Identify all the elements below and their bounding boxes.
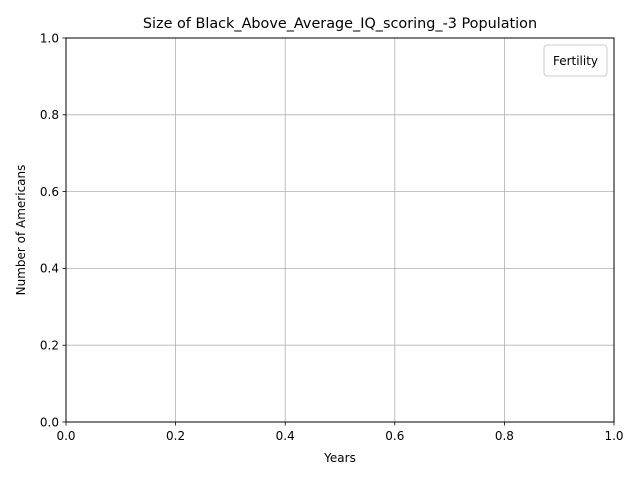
x-tick-label: 0.8 xyxy=(495,429,514,443)
y-tick-label: 0.2 xyxy=(40,339,59,353)
plot-frame xyxy=(65,37,615,423)
x-tick-label: 0.0 xyxy=(56,429,75,443)
y-tick-label: 0.6 xyxy=(40,185,59,199)
y-axis-title: Number of Americans xyxy=(14,165,28,296)
legend-title: Fertility xyxy=(553,54,598,68)
x-axis: 0.0 0.2 0.4 0.6 0.8 1.0 xyxy=(56,422,624,443)
legend-box xyxy=(543,44,608,77)
chart-title: Size of Black_Above_Average_IQ_scoring_-… xyxy=(143,16,537,32)
x-tick-label: 0.2 xyxy=(166,429,185,443)
y-axis: 0.0 0.2 0.4 0.6 0.8 1.0 xyxy=(40,31,66,429)
x-axis-title: Years xyxy=(323,451,356,465)
x-tick-label: 0.6 xyxy=(385,429,404,443)
y-tick-label: 0.8 xyxy=(40,108,59,122)
x-tick-label: 0.4 xyxy=(276,429,295,443)
y-tick-label: 0.0 xyxy=(40,415,59,429)
grid xyxy=(65,37,615,423)
x-tick-label: 1.0 xyxy=(604,429,623,443)
y-tick-label: 0.4 xyxy=(40,262,59,276)
legend: Fertility xyxy=(543,44,608,77)
y-tick-label: 1.0 xyxy=(40,31,59,45)
